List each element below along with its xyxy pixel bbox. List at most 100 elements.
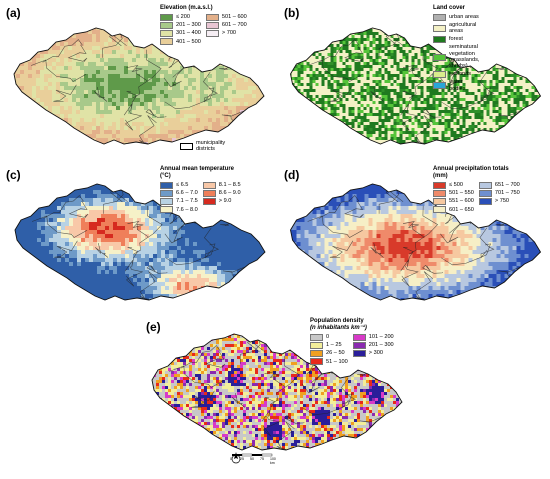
map-cell bbox=[363, 56, 367, 60]
map-cell bbox=[396, 92, 400, 96]
map-cell bbox=[76, 34, 81, 39]
map-cell bbox=[92, 46, 97, 51]
map-cell bbox=[417, 47, 421, 51]
map-cell bbox=[507, 95, 511, 99]
map-cell bbox=[432, 119, 436, 123]
map-cell bbox=[477, 128, 481, 132]
map-cell bbox=[236, 138, 241, 143]
map-cell bbox=[402, 116, 406, 120]
map-cell bbox=[351, 47, 355, 51]
map-cell bbox=[432, 125, 436, 129]
map-cell bbox=[128, 102, 133, 107]
map-cell bbox=[507, 41, 511, 45]
map-cell bbox=[357, 92, 361, 96]
map-cell bbox=[291, 113, 295, 117]
map-cell bbox=[390, 41, 394, 45]
map-cell bbox=[384, 95, 388, 99]
map-cell bbox=[294, 56, 298, 60]
map-cell bbox=[100, 110, 105, 115]
map-cell bbox=[306, 35, 310, 39]
map-cell bbox=[204, 118, 209, 123]
map-cell bbox=[390, 125, 394, 129]
map-cell bbox=[510, 29, 514, 33]
map-cell bbox=[236, 66, 241, 71]
map-cell bbox=[228, 70, 233, 75]
map-cell bbox=[180, 102, 185, 107]
map-cell bbox=[324, 122, 328, 126]
map-cell bbox=[124, 50, 129, 55]
map-cell bbox=[116, 86, 121, 91]
map-cell bbox=[537, 47, 541, 51]
map-cell bbox=[64, 62, 69, 67]
map-cell bbox=[294, 86, 298, 90]
map-cell bbox=[224, 94, 229, 99]
map-cell bbox=[429, 62, 433, 66]
map-cell bbox=[333, 47, 337, 51]
map-cell bbox=[327, 74, 331, 78]
map-cell bbox=[303, 83, 307, 87]
map-cell bbox=[14, 86, 17, 91]
map-cell bbox=[120, 78, 125, 83]
map-cell bbox=[256, 102, 261, 107]
map-cell bbox=[489, 122, 493, 126]
map-cell bbox=[333, 29, 337, 33]
map-cell bbox=[408, 50, 412, 54]
map-cell bbox=[327, 101, 331, 105]
map-cell bbox=[116, 106, 121, 111]
map-cell bbox=[435, 68, 439, 72]
map-cell bbox=[447, 104, 451, 108]
map-cell bbox=[480, 110, 484, 114]
map-cell bbox=[396, 95, 400, 99]
map-cell bbox=[248, 90, 253, 95]
map-cell bbox=[360, 104, 364, 108]
map-cell bbox=[357, 116, 361, 120]
map-cell bbox=[429, 110, 433, 114]
map-cell bbox=[354, 29, 358, 33]
map-cell bbox=[124, 138, 129, 143]
panel-letter-b: (b) bbox=[284, 6, 300, 20]
map-cell bbox=[315, 101, 319, 105]
map-cell bbox=[429, 89, 433, 93]
map-cell bbox=[348, 98, 352, 102]
map-cell bbox=[184, 94, 189, 99]
map-cell bbox=[459, 113, 463, 117]
map-cell bbox=[80, 114, 85, 119]
map-cell bbox=[387, 122, 391, 126]
map-cell bbox=[411, 74, 415, 78]
map-cell bbox=[378, 53, 382, 57]
map-cell bbox=[528, 53, 532, 57]
map-cell bbox=[96, 34, 101, 39]
map-cell bbox=[447, 59, 451, 63]
map-cell bbox=[432, 68, 436, 72]
map-cell bbox=[80, 42, 85, 47]
map-cell bbox=[297, 116, 301, 120]
map-cell bbox=[378, 71, 382, 75]
map-cell bbox=[14, 118, 17, 123]
map-cell bbox=[12, 146, 16, 150]
map-cell bbox=[318, 101, 322, 105]
map-cell bbox=[541, 122, 544, 125]
map-cell bbox=[483, 101, 487, 105]
map-cell bbox=[120, 42, 125, 47]
map-cell bbox=[375, 59, 379, 63]
map-cell bbox=[136, 102, 141, 107]
map-cell bbox=[402, 98, 406, 102]
map-cell bbox=[124, 134, 129, 139]
map-cell bbox=[426, 125, 430, 129]
map-cell bbox=[156, 90, 161, 95]
map-cell bbox=[104, 126, 109, 131]
map-cell bbox=[417, 56, 421, 60]
map-cell bbox=[256, 30, 261, 35]
map-cell bbox=[196, 122, 201, 127]
map-cell bbox=[504, 95, 508, 99]
map-cell bbox=[80, 62, 85, 67]
map-cell bbox=[333, 32, 337, 36]
map-cell bbox=[168, 106, 173, 111]
map-cell bbox=[468, 68, 472, 72]
map-cell bbox=[489, 38, 493, 42]
map-cell bbox=[212, 78, 217, 83]
map-cell bbox=[477, 104, 481, 108]
map-cell bbox=[336, 107, 340, 111]
map-cell bbox=[345, 53, 349, 57]
map-cell bbox=[390, 59, 394, 63]
